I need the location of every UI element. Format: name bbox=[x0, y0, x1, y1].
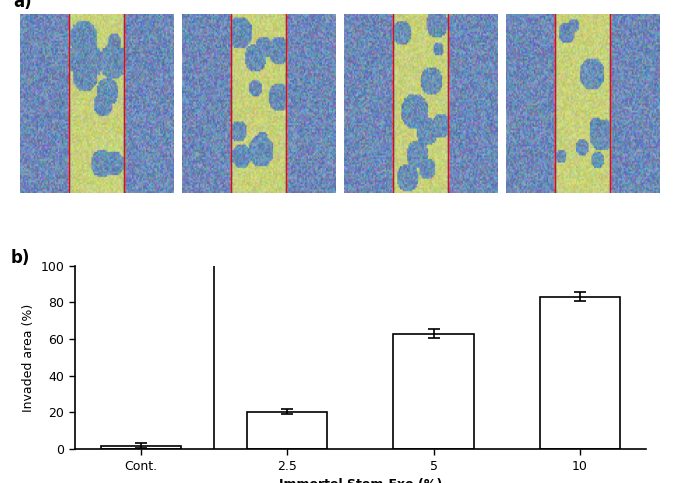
Text: a): a) bbox=[14, 0, 32, 11]
Bar bbox=[247, 412, 328, 449]
Bar bbox=[540, 297, 620, 449]
X-axis label: Immortel Stem-Exo (%): Immortel Stem-Exo (%) bbox=[279, 478, 442, 483]
Bar bbox=[101, 445, 181, 449]
Text: b): b) bbox=[10, 249, 29, 267]
Bar bbox=[393, 334, 474, 449]
Y-axis label: Invaded area (%): Invaded area (%) bbox=[22, 303, 35, 412]
